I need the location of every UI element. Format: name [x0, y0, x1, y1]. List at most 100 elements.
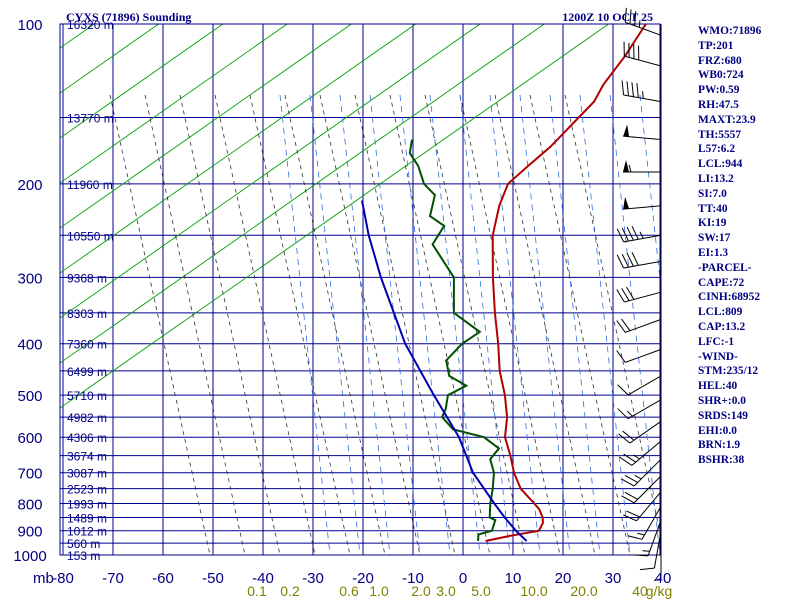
indices-panel: WMO:71896 TP:201 FRZ:680 WB0:724 PW:0.59 RH:4… — [698, 24, 798, 468]
moist-adiabat-line — [249, 94, 351, 555]
wind-barb-flag — [621, 287, 630, 301]
index-item: HEL:40 — [698, 380, 738, 393]
height-label: 3674 m — [67, 450, 107, 464]
index-item: SRDS:149 — [698, 409, 749, 422]
index-item: CINH:68952 — [698, 291, 761, 304]
wind-barb-pennant — [623, 160, 629, 172]
wind-barb-half-flag — [642, 91, 644, 99]
dewpoint-trace — [408, 139, 501, 542]
temperature-tick-label: 40 — [655, 570, 672, 587]
height-label: 1993 m — [67, 498, 107, 512]
wind-barb-shaft — [636, 491, 662, 522]
pressure-tick-label: 100 — [17, 17, 42, 34]
wind-barb-flag — [626, 252, 634, 267]
wind-barb — [616, 348, 662, 363]
wind-barb-flag — [618, 433, 631, 444]
index-item: SW:17 — [698, 232, 731, 245]
pressure-tick-label: 400 — [17, 337, 42, 354]
moist-adiabat-line — [459, 94, 561, 555]
dry-adiabat-line — [0, 0, 800, 185]
dry-adiabat-line — [60, 24, 353, 229]
wind-barb-flag — [621, 227, 629, 242]
mixing-ratio-unit: g/kg — [646, 583, 672, 599]
mixing-ratio-line — [339, 94, 391, 555]
wind-barb-column — [616, 7, 662, 582]
temperature-tick-label: -60 — [152, 570, 174, 587]
wind-barb — [627, 506, 662, 540]
wind-barb-pennant — [623, 196, 630, 210]
temperature-tick-label: 10 — [505, 570, 522, 587]
wind-barb-flag — [631, 82, 634, 97]
dry-adiabat-line — [0, 0, 800, 50]
moist-adiabat-line — [389, 94, 491, 555]
index-item: WMO:71896 — [698, 25, 762, 37]
wind-barb — [617, 399, 662, 420]
wind-barb-flag — [631, 252, 639, 266]
wind-barb — [616, 318, 662, 333]
dry-adiabat-line — [60, 24, 160, 94]
temperature-tick-label: 0 — [459, 570, 467, 587]
temperature-tick-label: -30 — [302, 570, 324, 587]
wind-barb-half-flag — [642, 550, 650, 552]
temperature-tick-label: -20 — [352, 570, 374, 587]
wind-barb-flag — [624, 7, 627, 23]
wind-barb-shaft — [653, 530, 662, 569]
wind-barb-flag — [621, 80, 625, 96]
dry-adiabat-line — [60, 24, 224, 139]
plot-frame — [59, 23, 661, 556]
index-item: MAXT:23.9 — [698, 113, 756, 126]
wind-barb — [621, 458, 662, 487]
moist-adiabat-line — [529, 94, 631, 555]
wind-barb-shaft — [623, 135, 662, 140]
valid-time: 1200Z 10 OCT 25 — [562, 10, 653, 24]
mixing-ratio-line — [429, 94, 481, 555]
mixing-ratio-line — [489, 94, 541, 555]
wind-barb — [633, 520, 662, 557]
index-item: SHR+:0.0 — [698, 394, 746, 407]
chart-title: CYXS (71896) Sounding — [66, 10, 191, 24]
wind-barb — [653, 540, 662, 582]
wind-barb-flag — [617, 408, 629, 420]
wind-barb-flag — [621, 253, 629, 268]
wind-barb-flag — [621, 478, 635, 487]
wind-barb — [616, 286, 662, 303]
height-label: 13770 m — [67, 112, 114, 126]
wind-barb-flag — [616, 350, 626, 363]
temperature-tick-label: -10 — [402, 570, 424, 587]
wind-barb-flag — [623, 453, 637, 463]
dry-adiabat-line — [60, 24, 417, 274]
index-item: EI:1.3 — [698, 246, 729, 259]
wind-barb-shaft — [623, 94, 662, 103]
index-item: -WIND- — [698, 350, 738, 363]
wind-barb-flag — [626, 510, 640, 518]
wind-barb-shaft — [623, 205, 662, 210]
moist-adiabat-line — [144, 94, 246, 555]
parcel-trace — [361, 200, 528, 542]
wind-barb-shaft — [623, 234, 662, 243]
moist-adiabat-line — [354, 94, 456, 555]
sounding-traces — [361, 24, 647, 542]
wind-barb-half-flag — [638, 20, 641, 28]
wind-barb-flag — [621, 495, 635, 504]
mixing-ratio-line — [459, 94, 511, 555]
mixing-ratio-line — [609, 94, 660, 555]
height-label: 16320 m — [67, 18, 114, 32]
height-label: 5710 m — [67, 389, 107, 403]
mixing-ratio-line — [399, 94, 451, 555]
dry-adiabat-line — [60, 24, 288, 184]
wind-barb — [621, 475, 662, 504]
wind-barb — [619, 440, 662, 466]
wind-barb-flag — [617, 384, 629, 396]
wind-barb-pennant — [623, 124, 630, 137]
index-item: KI:19 — [698, 217, 727, 230]
mixing-ratio-tick-label: 0.2 — [280, 583, 300, 599]
index-item: WB0:724 — [698, 69, 744, 82]
mixing-ratio-tick-label: 3.0 — [436, 583, 456, 599]
wind-barb-flag — [616, 289, 625, 303]
wind-barb-shaft — [631, 440, 662, 466]
wind-barb-flag — [629, 9, 632, 25]
index-item: SI:7.0 — [698, 187, 727, 200]
height-label: 4982 m — [67, 411, 107, 425]
